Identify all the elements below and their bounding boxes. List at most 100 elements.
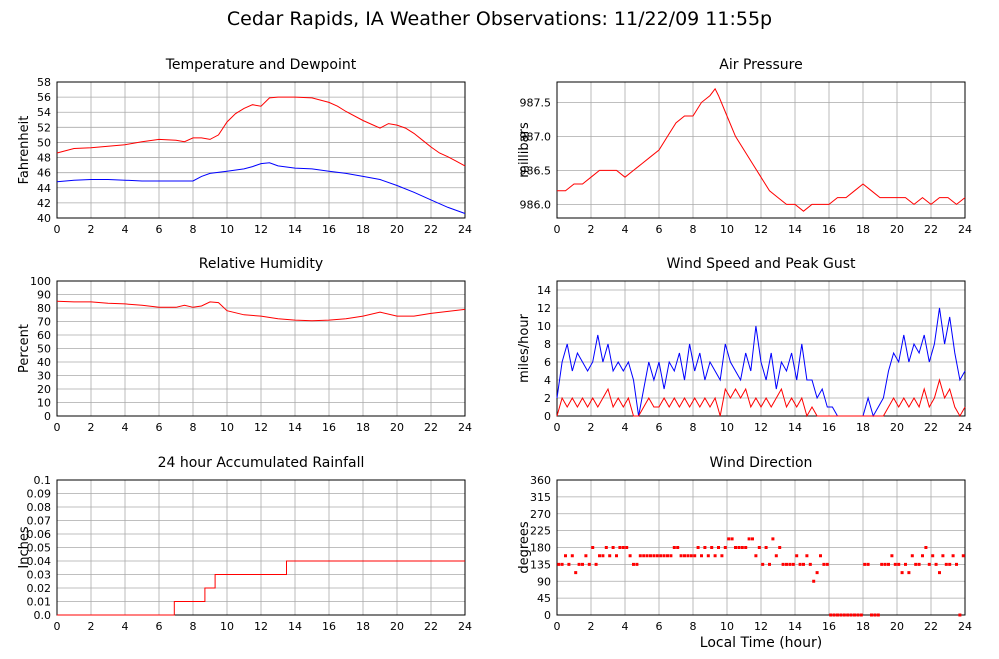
data-point	[608, 554, 612, 558]
data-point	[832, 613, 836, 617]
x-tick-label: 12	[754, 421, 768, 434]
y-tick-label: 12	[537, 302, 551, 315]
x-tick-label: 16	[322, 620, 336, 633]
data-point	[764, 546, 768, 549]
chart-title: 24 hour Accumulated Rainfall	[158, 455, 365, 471]
data-point	[856, 613, 860, 617]
x-tick-label: 10	[720, 421, 734, 434]
x-tick-label: 22	[924, 620, 938, 633]
data-point	[584, 554, 588, 558]
x-tick-label: 2	[88, 421, 95, 434]
x-tick-label: 20	[890, 620, 904, 633]
series-line-1	[556, 378, 966, 418]
data-point	[693, 554, 697, 558]
data-point	[805, 554, 809, 558]
x-tick-label: 4	[122, 421, 129, 434]
data-point	[635, 562, 639, 566]
y-tick-label: 0.0	[34, 609, 52, 622]
data-point	[788, 562, 792, 566]
x-tick-label: 2	[88, 620, 95, 633]
data-point	[730, 537, 734, 541]
data-point	[771, 537, 775, 541]
x-tick-label: 18	[856, 223, 870, 236]
x-tick-label: 0	[554, 223, 561, 236]
data-point	[604, 546, 608, 549]
series-line-0	[556, 307, 966, 418]
x-tick-label: 0	[554, 620, 561, 633]
x-tick-label: 14	[288, 620, 302, 633]
data-point	[781, 562, 785, 566]
data-point	[564, 554, 567, 558]
x-tick-label: 22	[424, 421, 438, 434]
y-tick-label: 180	[530, 542, 551, 555]
data-point	[587, 562, 591, 566]
plot-frame	[556, 479, 966, 616]
x-tick-label: 16	[822, 620, 836, 633]
x-tick-label: 20	[390, 223, 404, 236]
chart-title: Temperature and Dewpoint	[165, 57, 357, 73]
y-tick-label: 60	[37, 329, 51, 342]
data-point	[774, 554, 778, 558]
data-point	[839, 613, 843, 617]
y-tick-label: 360	[530, 474, 551, 487]
data-point	[944, 562, 948, 566]
x-tick-label: 24	[958, 620, 972, 633]
data-point	[948, 562, 952, 566]
y-tick-label: 135	[530, 558, 551, 571]
data-point	[642, 554, 646, 558]
y-tick-label: 315	[530, 491, 551, 504]
data-point	[689, 554, 693, 558]
y-tick-label: 40	[37, 212, 51, 225]
data-point	[713, 554, 717, 558]
x-tick-label: 8	[190, 620, 197, 633]
data-point	[717, 546, 720, 549]
y-tick-label: 225	[530, 525, 551, 538]
y-tick-label: 987.0	[520, 130, 552, 143]
data-point	[910, 554, 914, 558]
y-tick-label: 0.09	[27, 488, 52, 501]
y-tick-label: 46	[37, 167, 51, 180]
data-point	[557, 562, 561, 566]
y-tick-label: 45	[537, 592, 551, 605]
data-point	[720, 554, 724, 558]
data-point	[706, 554, 710, 558]
y-tick-label: 0.07	[27, 515, 52, 528]
data-point	[696, 546, 700, 549]
data-point	[863, 562, 867, 566]
data-point	[581, 562, 584, 566]
y-tick-label: 986.0	[520, 198, 552, 211]
data-point	[900, 571, 904, 575]
y-tick-label: 987.5	[520, 96, 552, 109]
data-point	[812, 579, 816, 583]
y-tick-label: 0	[544, 609, 551, 622]
data-point	[941, 554, 945, 558]
x-tick-label: 6	[156, 421, 163, 434]
data-point	[676, 546, 680, 549]
data-point	[686, 554, 690, 558]
x-tick-label: 8	[690, 421, 697, 434]
x-tick-label: 0	[54, 421, 61, 434]
y-tick-label: 2	[544, 392, 551, 405]
y-tick-label: 50	[37, 136, 51, 149]
plot-frame	[56, 81, 466, 219]
x-tick-label: 14	[288, 421, 302, 434]
data-point	[907, 571, 911, 575]
data-point	[570, 554, 574, 558]
x-tick-label: 2	[88, 223, 95, 236]
x-tick-label: 14	[788, 620, 802, 633]
data-point	[825, 562, 829, 566]
y-tick-label: 20	[37, 383, 51, 396]
data-point	[795, 554, 799, 558]
data-point	[822, 562, 826, 566]
data-point	[791, 562, 795, 566]
data-point	[645, 554, 649, 558]
data-point	[638, 554, 642, 558]
x-tick-label: 18	[356, 620, 370, 633]
data-point	[679, 554, 683, 558]
data-point	[703, 546, 707, 549]
y-tick-label: 8	[544, 338, 551, 351]
data-point	[890, 554, 894, 558]
